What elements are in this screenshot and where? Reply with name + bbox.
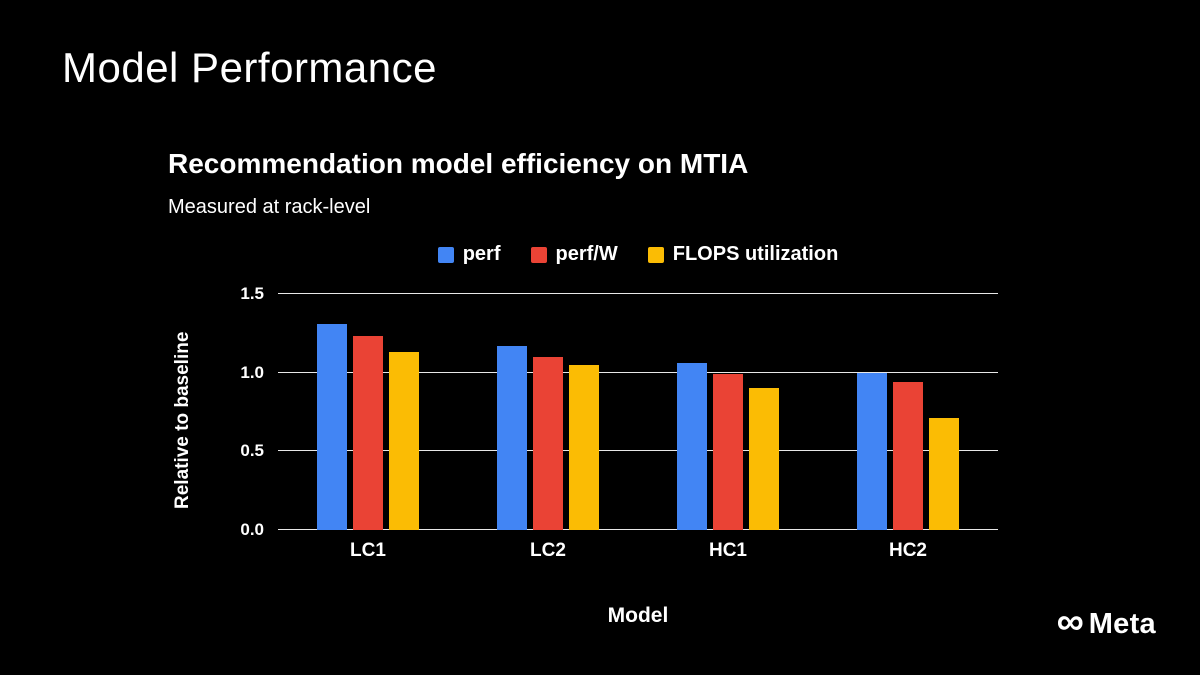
x-category-label: HC1 [708, 540, 747, 561]
bar [569, 364, 599, 530]
x-category-label: HC2 [888, 540, 927, 561]
chart-subtitle: Measured at rack-level [168, 196, 371, 218]
y-tick-label: 1.0 [240, 362, 264, 382]
gridline [278, 293, 998, 294]
y-tick-label: 0.0 [240, 520, 264, 539]
x-axis-title: Model [607, 604, 669, 627]
meta-logo: ∞ Meta [1056, 600, 1156, 643]
bar-group-lc1 [278, 294, 458, 530]
plot-area: 0.0 0.5 1.0 1.5 [240, 284, 998, 539]
bar [533, 356, 563, 530]
legend-item: perf [437, 243, 501, 266]
y-tick-label: 1.5 [240, 284, 264, 303]
x-category-label: LC1 [350, 540, 386, 561]
legend-label: perf/W [555, 243, 618, 265]
chart: Recommendation model efficiency on MTIA … [168, 148, 998, 628]
legend-item: perf/W [530, 243, 618, 266]
legend-label: FLOPS utilization [672, 243, 839, 265]
legend-item: FLOPS utilization [647, 243, 839, 266]
x-category-label: LC2 [530, 540, 566, 561]
gridline [278, 450, 998, 452]
legend-swatch-icon [647, 246, 664, 263]
bar [857, 372, 887, 530]
y-axis-title: Relative to baseline [172, 331, 193, 509]
chart-body: Relative to baseline 0.0 0.5 1.0 1.5 LC1 LC2… [168, 284, 998, 562]
gridline [278, 371, 998, 373]
bar [317, 323, 347, 530]
legend-swatch-icon [530, 246, 547, 263]
slide-title: Model Performance [62, 44, 437, 91]
x-axis-categories: LC1 LC2 HC1 HC2 [278, 540, 998, 562]
gridline [278, 529, 998, 530]
bar [497, 345, 527, 530]
legend-swatch-icon [437, 246, 454, 263]
bar-groups [278, 294, 998, 530]
bar [677, 363, 707, 530]
y-tick-label: 0.5 [240, 441, 264, 461]
chart-title: Recommendation model efficiency on MTIA [168, 148, 749, 179]
infinity-icon: ∞ [1056, 600, 1084, 643]
legend-label: perf [462, 243, 501, 265]
meta-logo-text: Meta [1088, 608, 1156, 640]
bar-group-lc2 [458, 294, 638, 530]
bar-group-hc1 [638, 294, 818, 530]
bar [353, 336, 383, 530]
x-axis-title-row: Model [168, 604, 998, 628]
bar [389, 352, 419, 530]
bar-group-hc2 [818, 294, 998, 530]
bar [713, 374, 743, 530]
bar [893, 382, 923, 530]
bar [929, 418, 959, 530]
bar [749, 388, 779, 530]
chart-legend: perf perf/W FLOPS utilization [278, 243, 998, 266]
